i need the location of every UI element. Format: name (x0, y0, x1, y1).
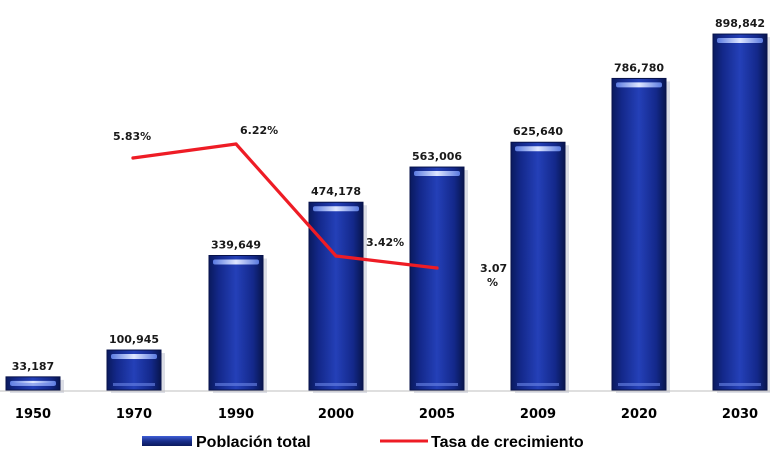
x-tick-label-2020: 2020 (621, 407, 657, 422)
tasa-value-label-1970: 5.83% (113, 130, 151, 143)
bar-highlight-bottom (719, 383, 761, 386)
bar-body (510, 141, 566, 391)
bar-2020 (611, 77, 670, 393)
bar-highlight-bottom (315, 383, 357, 386)
bar-value-label-2030: 898,842 (715, 17, 765, 30)
tasa-point-1970 (131, 156, 135, 160)
bar-2009 (510, 141, 569, 393)
x-axis-ticks: 1950 1970 1990 2000 2005 2009 2020 2030 (15, 407, 758, 422)
bar-1950 (5, 376, 64, 393)
line-series-tasa (131, 142, 439, 270)
bar-2000 (308, 201, 367, 393)
bar-value-label-1990: 339,649 (211, 238, 261, 251)
bar-body (409, 166, 465, 391)
bar-value-label-2005: 563,006 (412, 150, 462, 163)
bar-highlight-bottom (12, 383, 54, 386)
bar-highlight-top (313, 206, 359, 212)
bar-2030 (712, 33, 770, 394)
x-tick-label-2005: 2005 (419, 407, 455, 422)
bar-highlight-bottom (215, 383, 257, 386)
tasa-value-label-2005: 3.07% (480, 262, 507, 289)
x-tick-label-2009: 2009 (520, 407, 556, 422)
bar-value-label-2000: 474,178 (311, 185, 361, 198)
legend-swatch-poblacion (142, 436, 192, 446)
bar-highlight-top (616, 82, 662, 88)
legend-label-poblacion: Población total (196, 434, 311, 449)
bar-2005 (409, 166, 468, 393)
x-tick-label-1970: 1970 (116, 407, 152, 422)
tasa-line (131, 142, 439, 270)
bar-highlight-top (111, 354, 157, 360)
tasa-value-label-1990: 6.22% (240, 124, 278, 137)
bar-highlight-top (414, 171, 460, 177)
bar-highlight-top (515, 146, 561, 152)
tasa-value-label-2000: 3.42% (366, 236, 404, 249)
bar-body (611, 77, 667, 391)
x-tick-label-2030: 2030 (722, 407, 758, 422)
bar-1970 (106, 349, 165, 393)
bar-1990 (208, 254, 267, 393)
tasa-point-1990 (234, 142, 238, 146)
bar-value-label-2009: 625,640 (513, 125, 563, 138)
bar-body (712, 33, 768, 391)
legend-label-tasa: Tasa de crecimiento (431, 434, 584, 449)
x-tick-label-2000: 2000 (318, 407, 354, 422)
bar-highlight-top (213, 259, 259, 265)
bar-value-label-1970: 100,945 (109, 333, 159, 346)
bar-highlight-bottom (618, 383, 660, 386)
bar-series-poblacion (5, 33, 770, 394)
tasa-point-2005 (435, 266, 439, 270)
bar-value-label-2020: 786,780 (614, 61, 664, 74)
legend: Población total Tasa de crecimiento (142, 434, 584, 449)
bar-body (208, 254, 264, 391)
bar-value-labels: 33,187 100,945 339,649 474,178 563,006 625,64… (12, 17, 765, 373)
bar-highlight-bottom (517, 383, 559, 386)
tasa-point-2000 (334, 254, 338, 258)
line-value-labels: 5.83% 6.22% 3.42% 3.07% (113, 124, 507, 289)
bar-body (308, 201, 364, 391)
bar-value-label-1950: 33,187 (12, 360, 54, 373)
bar-highlight-bottom (113, 383, 155, 386)
x-tick-label-1990: 1990 (218, 407, 254, 422)
x-tick-label-1950: 1950 (15, 407, 51, 422)
bar-highlight-bottom (416, 383, 458, 386)
bar-highlight-top (717, 38, 763, 44)
